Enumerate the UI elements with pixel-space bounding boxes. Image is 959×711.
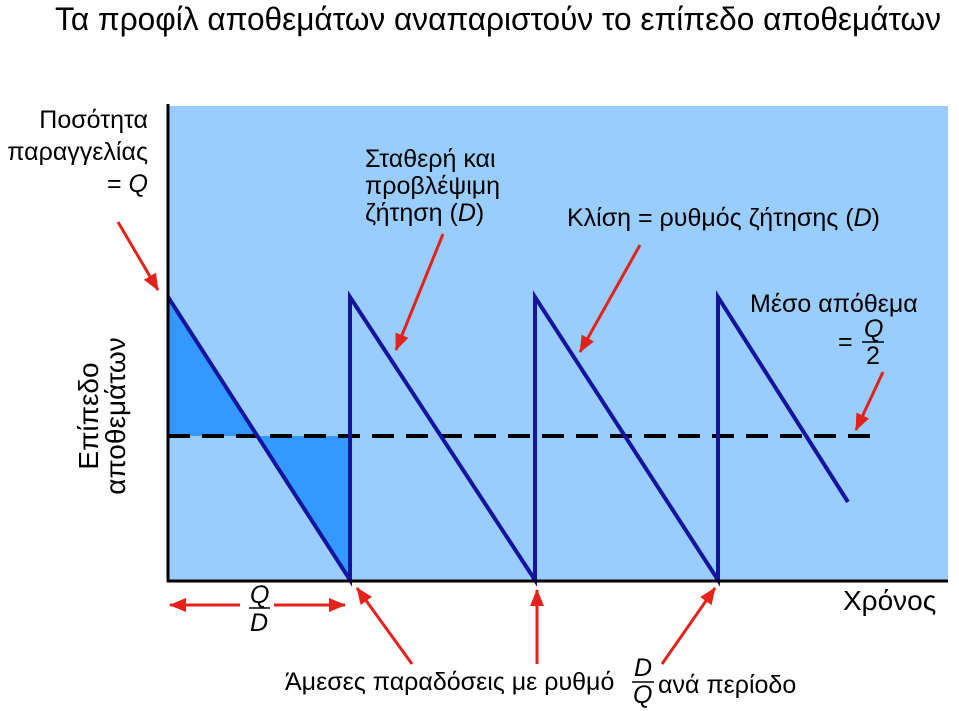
delivery-note-numerator: D	[634, 654, 652, 682]
arrow-demand-note	[394, 233, 445, 351]
order-quantity-equals: =	[107, 170, 122, 198]
demand-note-symbol: D	[458, 199, 476, 227]
demand-note-line1: Σταθερή και	[365, 145, 496, 173]
plot-background	[168, 106, 948, 581]
demand-note-line3: ζήτηση (D)	[365, 199, 484, 227]
order-quantity-label-line1: Ποσότητα	[39, 106, 148, 134]
demand-note-prefix: ζήτηση (	[365, 199, 459, 227]
delivery-note-suffix: ανά περίοδο	[658, 671, 796, 699]
arrow-average-note	[854, 371, 885, 431]
slope-note-symbol: D	[854, 204, 872, 232]
demand-note-suffix: )	[476, 199, 484, 227]
average-note-equals: =	[838, 328, 853, 356]
order-quantity-label-line3: = Q	[107, 170, 148, 198]
average-note-denominator: 2	[866, 342, 880, 370]
delivery-note-denominator: Q	[633, 681, 652, 709]
slope-note-prefix: Κλίση = ρυθμός ζήτησης (	[567, 204, 854, 232]
x-axis-label: Χρόνος	[843, 585, 936, 616]
delivery-note-prefix: Άμεσες παραδόσεις με ρυθμό	[285, 668, 614, 696]
average-note-line1: Μέσο απόθεμα	[750, 290, 918, 318]
arrow-slope-note	[578, 244, 642, 353]
y-axis-label-line2: αποθεμάτων	[100, 337, 131, 495]
slope-note-suffix: )	[872, 204, 880, 232]
cycle-fraction-denominator: D	[250, 609, 268, 637]
demand-note-line2: προβλέψιμη	[365, 172, 500, 200]
y-axis-label: Επίπεδο αποθεμάτων	[73, 337, 131, 495]
cycle-fraction-numerator: Q	[250, 581, 269, 609]
y-axis-label-line1: Επίπεδο	[73, 362, 104, 469]
arrow-order-quantity	[116, 221, 160, 291]
pointer-arrows	[116, 221, 885, 665]
arrow-delivery-3	[660, 587, 717, 665]
order-quantity-symbol: Q	[129, 170, 148, 198]
slope-note: Κλίση = ρυθμός ζήτησης (D)	[567, 204, 880, 232]
inventory-sawtooth-line	[166, 290, 850, 587]
page-title: Τα προφίλ αποθεμάτων αναπαριστούν το επί…	[55, 1, 941, 37]
average-note-numerator: Q	[864, 315, 883, 343]
arrow-delivery-1	[355, 587, 414, 665]
order-quantity-label-line2: παραγγελίας	[7, 138, 148, 166]
